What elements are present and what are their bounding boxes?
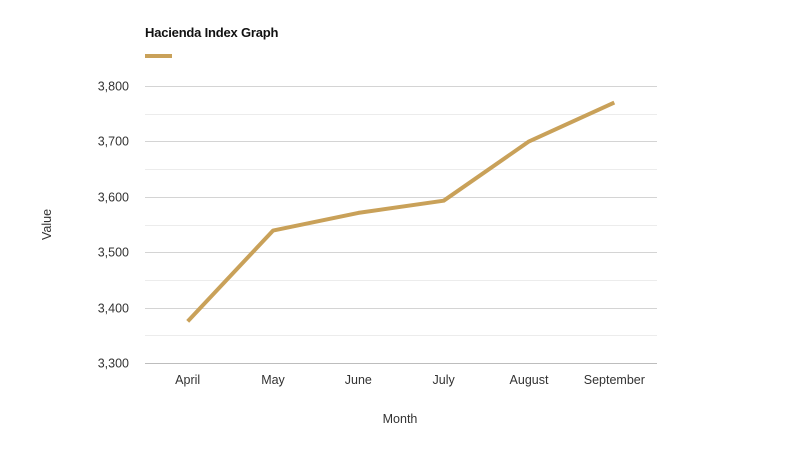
grid-lines — [145, 86, 657, 364]
x-axis-title: Month — [383, 412, 418, 426]
series-line — [186, 100, 616, 323]
y-tick-label: 3,300 — [98, 357, 129, 371]
y-tick-label: 3,500 — [98, 246, 129, 260]
legend-swatch — [145, 54, 172, 58]
x-tick-label: August — [510, 373, 549, 387]
x-tick-label: July — [433, 373, 456, 387]
x-tick-label: June — [345, 373, 372, 387]
y-tick-label: 3,400 — [98, 302, 129, 316]
x-axis-ticks: April May June July August September — [175, 373, 645, 387]
x-tick-label: May — [261, 373, 285, 387]
y-axis-title: Value — [40, 209, 54, 240]
x-tick-label: September — [584, 373, 645, 387]
x-tick-label: April — [175, 373, 200, 387]
y-axis-ticks: 3,300 3,400 3,500 3,600 3,700 3,800 — [98, 80, 129, 371]
chart-title: Hacienda Index Graph — [145, 25, 279, 40]
y-tick-label: 3,700 — [98, 135, 129, 149]
series-lines — [186, 100, 616, 323]
y-tick-label: 3,600 — [98, 191, 129, 205]
y-tick-label: 3,800 — [98, 80, 129, 94]
